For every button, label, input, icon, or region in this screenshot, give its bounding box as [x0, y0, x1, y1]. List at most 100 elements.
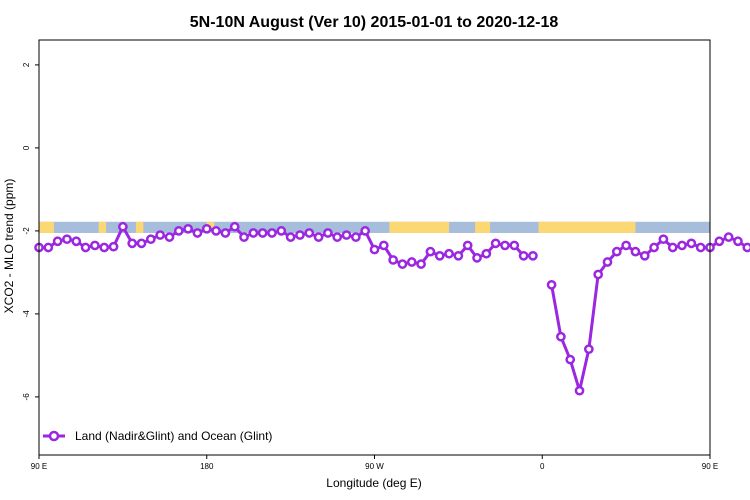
data-point [220, 228, 231, 238]
data-point [481, 248, 492, 259]
data-point [556, 331, 566, 342]
data-point [211, 226, 221, 236]
data-point [239, 232, 249, 242]
data-point [332, 232, 343, 242]
land-segment [538, 221, 636, 233]
data-point [565, 354, 576, 365]
land-segment [39, 221, 54, 233]
data-point [257, 228, 268, 238]
legend-marker [48, 430, 60, 442]
data-point [90, 240, 100, 251]
data-point [490, 238, 501, 249]
data-point [267, 228, 277, 238]
data-point [43, 242, 54, 253]
x-tick-label: 90 E [31, 462, 47, 471]
data-point [397, 259, 408, 269]
data-point [360, 226, 371, 236]
x-tick-label: 90 W [365, 462, 384, 471]
y-tick-label: -2 [22, 227, 31, 235]
data-point [248, 228, 259, 238]
land-ocean-strip [39, 221, 710, 233]
y-tick-label: -6 [22, 393, 31, 401]
data-point [602, 257, 613, 267]
data-point [99, 242, 110, 253]
y-tick-label: 0 [22, 145, 31, 150]
x-tick-label: 180 [200, 462, 214, 471]
chart-title: 5N-10N August (Ver 10) 2015-01-01 to 202… [190, 14, 559, 31]
data-point [406, 257, 417, 267]
data-point [593, 269, 604, 280]
data-point [658, 234, 669, 245]
data-point [621, 240, 631, 251]
data-point [62, 234, 72, 245]
data-point [71, 236, 82, 247]
data-point [611, 246, 622, 257]
y-tick-label: 2 [22, 62, 31, 67]
plot-frame [38, 39, 711, 456]
x-tick-label: 90 E [702, 462, 718, 471]
data-point [677, 240, 687, 251]
data-point [229, 221, 240, 232]
data-point [434, 250, 445, 261]
data-point [528, 250, 538, 261]
data-point [155, 230, 166, 240]
ocean-band [39, 221, 710, 233]
data-point [378, 240, 389, 251]
data-point [164, 232, 175, 242]
land-segment [135, 221, 144, 233]
x-tick-label: 0 [540, 462, 545, 471]
data-point [416, 259, 426, 269]
data-point [127, 238, 138, 249]
data-point [574, 385, 585, 396]
data-point [276, 226, 287, 236]
x-axis: 90 E 180 90 W 0 90 E [31, 455, 718, 471]
data-point [285, 232, 296, 242]
data-point [201, 223, 212, 234]
data-point [388, 255, 398, 265]
data-point [500, 240, 510, 251]
data-point [462, 240, 473, 251]
data-point [341, 230, 352, 240]
data-point [118, 221, 128, 232]
data-point [108, 241, 119, 252]
data-point [723, 232, 734, 242]
data-point [695, 242, 706, 253]
legend: Land (Nadir&Glint) and Ocean (Glint) [43, 429, 272, 443]
data-point [80, 242, 91, 253]
data-point [686, 238, 697, 249]
legend-label: Land (Nadir&Glint) and Ocean (Glint) [75, 429, 272, 443]
data-point [192, 228, 203, 238]
land-segment [475, 221, 491, 233]
y-axis: -6 -4 -2 0 2 [22, 62, 39, 400]
data-point [630, 246, 641, 257]
data-point [733, 236, 743, 247]
data-point [667, 242, 678, 253]
data-point [313, 232, 324, 242]
data-point [518, 250, 529, 261]
land-segment [98, 221, 107, 233]
y-axis-label: XCO2 - MLO trend (ppm) [2, 179, 16, 314]
data-point [173, 226, 184, 236]
data-point [714, 236, 725, 247]
data-point [742, 242, 750, 253]
data-point [472, 253, 482, 263]
series-line [550, 235, 750, 393]
data-point [52, 236, 63, 247]
y-tick-label: -4 [22, 310, 31, 318]
data-point [304, 228, 315, 238]
land-segment [389, 221, 450, 233]
data-point [509, 240, 520, 251]
data-point [639, 250, 650, 261]
data-point [369, 244, 380, 255]
data-point [583, 344, 594, 355]
data-point [183, 223, 193, 234]
data-point [136, 238, 147, 249]
data-point [444, 248, 454, 259]
data-point [323, 228, 333, 238]
data-point [453, 250, 464, 261]
data-point [145, 234, 156, 245]
x-axis-label: Longitude (deg E) [326, 476, 421, 490]
series-layer [34, 221, 750, 396]
data-point [425, 246, 436, 257]
